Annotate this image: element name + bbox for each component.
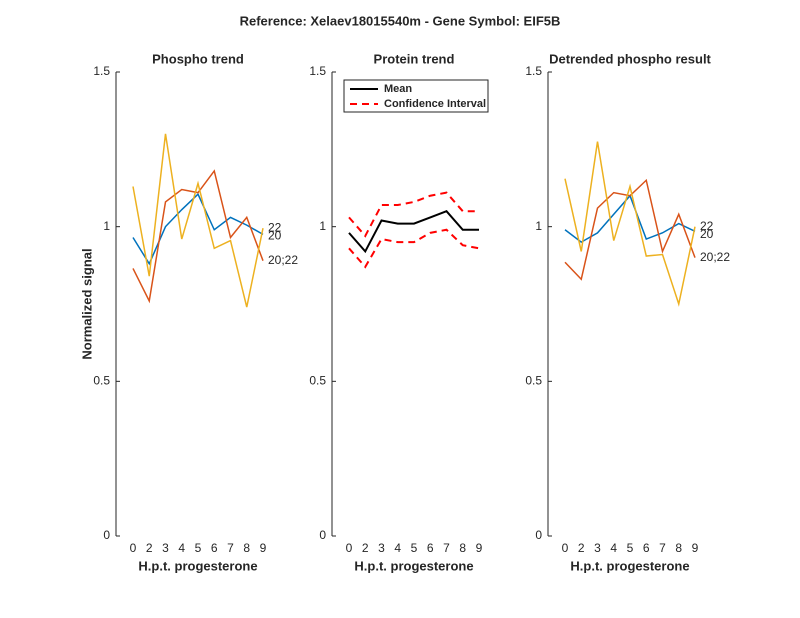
end-label: 20;22: [700, 250, 730, 264]
y-tick-label: 1.5: [525, 64, 542, 78]
legend-label: Confidence Interval: [384, 98, 486, 110]
y-tick-label: 0.5: [93, 374, 110, 388]
legend-label: Mean: [384, 83, 412, 95]
x-axis-label: H.p.t. progesterone: [138, 558, 257, 573]
legend-box: [343, 79, 489, 113]
x-axis-label: H.p.t. progesterone: [570, 558, 689, 573]
x-tick-label: 9: [476, 541, 483, 555]
y-tick-label: 1: [319, 219, 326, 233]
end-label: 22: [700, 219, 714, 233]
subplot-title: Phospho trend: [152, 51, 244, 66]
x-tick-label: 0: [562, 541, 569, 555]
y-tick-label: 0: [319, 528, 326, 542]
x-tick-label: 7: [227, 541, 234, 555]
x-tick-label: 9: [692, 541, 699, 555]
y-tick-label: 0.5: [525, 374, 542, 388]
figure-title: Reference: Xelaev18015540m - Gene Symbol…: [240, 13, 561, 28]
x-tick-label: 5: [195, 541, 202, 555]
x-tick-label: 7: [659, 541, 666, 555]
end-label: 20: [268, 228, 282, 242]
x-tick-label: 2: [146, 541, 153, 555]
x-tick-label: 6: [427, 541, 434, 555]
x-tick-label: 9: [260, 541, 267, 555]
x-tick-label: 4: [394, 541, 401, 555]
y-tick-label: 0: [535, 528, 542, 542]
y-tick-label: 1.5: [93, 64, 110, 78]
x-tick-label: 4: [178, 541, 185, 555]
x-tick-label: 0: [130, 541, 137, 555]
x-tick-label: 5: [627, 541, 634, 555]
subplot-title: Detrended phospho result: [549, 51, 711, 66]
x-tick-label: 8: [459, 541, 466, 555]
x-tick-label: 3: [162, 541, 169, 555]
series-line: [132, 169, 264, 304]
series-line: [564, 178, 696, 281]
end-label: 22: [268, 220, 282, 234]
x-tick-label: 0: [346, 541, 353, 555]
y-tick-label: 0: [103, 528, 110, 542]
y-tick-label: 1.5: [309, 64, 326, 78]
x-tick-label: 3: [378, 541, 385, 555]
legend: Mean Confidence Interval: [343, 79, 489, 113]
x-tick-label: 6: [643, 541, 650, 555]
series-line: [348, 210, 479, 254]
series-line: [348, 228, 480, 269]
series-line: [132, 192, 264, 266]
x-tick-label: 8: [243, 541, 250, 555]
x-tick-label: 2: [578, 541, 585, 555]
x-tick-label: 5: [411, 541, 418, 555]
series-line: [564, 141, 696, 307]
y-axis-label: Normalized signal: [79, 248, 94, 359]
end-label: 20;22: [268, 253, 298, 267]
series-line: [132, 133, 264, 308]
x-tick-label: 3: [594, 541, 601, 555]
y-tick-label: 1: [535, 219, 542, 233]
y-tick-label: 0.5: [309, 374, 326, 388]
x-tick-label: 7: [443, 541, 450, 555]
series-line: [348, 191, 479, 238]
x-tick-label: 6: [211, 541, 218, 555]
x-axis-label: H.p.t. progesterone: [354, 558, 473, 573]
subplot-title: Protein trend: [374, 51, 455, 66]
x-tick-label: 8: [675, 541, 682, 555]
x-tick-label: 4: [610, 541, 617, 555]
end-label: 20: [700, 227, 714, 241]
x-tick-label: 2: [362, 541, 369, 555]
y-tick-label: 1: [103, 219, 110, 233]
